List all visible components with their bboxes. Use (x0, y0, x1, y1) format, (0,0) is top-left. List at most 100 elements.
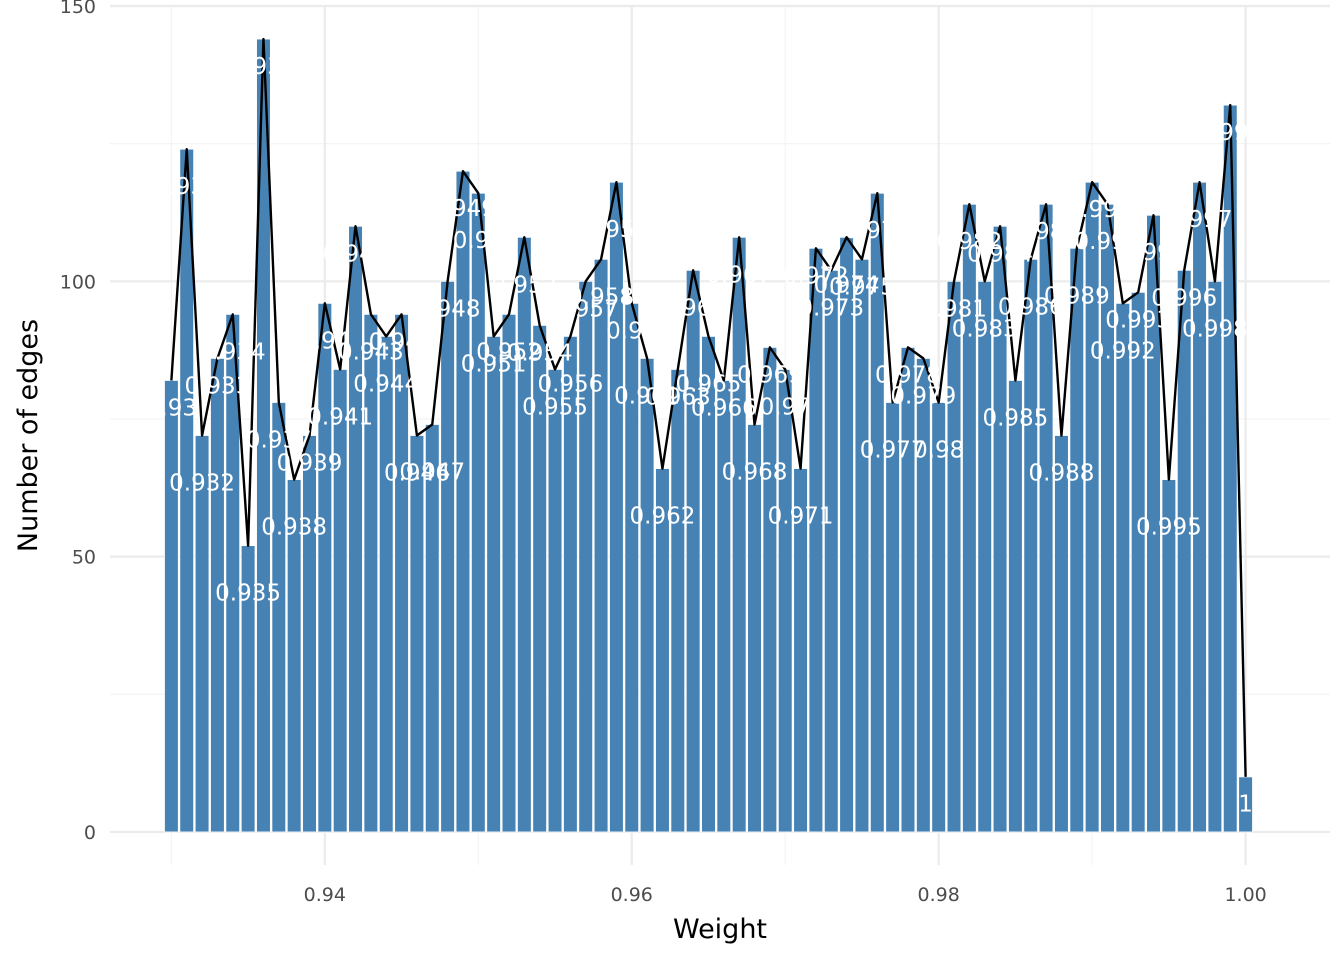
bar-value-label: 0.956 (537, 371, 603, 397)
bar-value-label: 0.982 (936, 229, 1002, 255)
bar (609, 181, 624, 833)
bar-value-label: 0.961 (614, 383, 680, 409)
bar-value-label: 0.978 (875, 362, 941, 388)
bars (164, 38, 1253, 833)
bar-value-label: 0.98 (913, 437, 964, 463)
bar-value-label: 0.954 (507, 340, 573, 366)
bar-value-label: 0.942 (323, 241, 389, 267)
bar (348, 225, 363, 833)
bar-value-label: 0.967 (706, 262, 772, 288)
bar (455, 170, 471, 833)
bar-value-label: 0.962 (630, 504, 696, 530)
y-tick-label: 100 (60, 271, 96, 293)
y-axis-title: Number of edges (13, 319, 44, 552)
y-tick-label: 0 (84, 822, 96, 844)
y-tick-label: 50 (72, 547, 96, 569)
bar (302, 435, 317, 833)
bar-value-label: 0.964 (660, 295, 726, 321)
bar-value-label: 0.953 (491, 272, 557, 298)
bar (685, 269, 701, 833)
bar-value-label: 0.992 (1090, 338, 1156, 364)
bar (839, 236, 854, 833)
bar-value-label: 0.983 (952, 316, 1018, 342)
bar (1192, 181, 1207, 833)
x-tick-label: 0.94 (304, 884, 346, 906)
bar-value-label: 0.957 (553, 296, 619, 322)
bar-value-label: 0.938 (261, 515, 327, 541)
bar-value-label: 0.932 (169, 471, 235, 497)
bar-value-label: 0.959 (583, 217, 649, 243)
bar (808, 247, 824, 833)
bar-value-label: 0.94 (299, 328, 350, 354)
bar (670, 369, 686, 833)
bar-value-label: 0.958 (568, 284, 634, 310)
bar-value-label: 0.981 (921, 296, 987, 322)
bar (409, 435, 425, 833)
x-tick-label: 0.98 (918, 884, 960, 906)
bar (378, 335, 394, 833)
bar (716, 380, 732, 833)
bar (639, 358, 655, 833)
bar-value-label: 0.939 (277, 451, 343, 477)
bar-value-label: 0.946 (384, 461, 450, 487)
bar-value-label: 0.985 (982, 405, 1048, 431)
bar-value-label: 0.999 (1197, 120, 1263, 146)
bar-value-label: 0.996 (1151, 285, 1217, 311)
bar-value-label: 0.935 (215, 581, 281, 607)
bar (501, 313, 517, 833)
bar-value-label: 0.933 (184, 373, 250, 399)
bar-value-label: 0.93 (146, 395, 197, 421)
x-axis-title: Weight (673, 914, 767, 945)
bar (317, 302, 333, 833)
bar-value-label: 0.998 (1182, 316, 1248, 342)
bar-value-label: 0.972 (783, 263, 849, 289)
bar-value-label: 0.977 (860, 437, 926, 463)
bar (1069, 247, 1085, 833)
bar-value-label: 0.941 (307, 404, 373, 430)
bar-value-label: 0.97 (760, 394, 811, 420)
bar-value-label: 0.943 (338, 339, 404, 365)
bar (1084, 181, 1100, 833)
bar (164, 380, 179, 833)
bar (593, 258, 609, 833)
bar (1115, 302, 1131, 833)
bar-value-label: 0.931 (154, 174, 220, 200)
bar (977, 280, 993, 833)
bar (578, 280, 594, 833)
bar (946, 280, 962, 833)
bar-value-label: 0.937 (246, 427, 312, 453)
bar-value-label: 0.991 (1075, 229, 1141, 255)
bar-value-label: 0.934 (200, 339, 266, 365)
bar-value-label: 0.984 (967, 241, 1033, 267)
bar-value-labels: 0.930.9310.9320.9330.9340.9350.9360.9370… (146, 54, 1263, 817)
bar-value-label: 0.969 (737, 362, 803, 388)
bar (1207, 280, 1223, 833)
bar-value-label: 0.968 (722, 459, 788, 485)
bar (1130, 291, 1146, 833)
bar (332, 369, 348, 833)
bar-value-label: 0.949 (430, 196, 496, 222)
y-tick-label: 150 (60, 0, 96, 18)
bar (747, 424, 762, 833)
bar-value-label: 0.96 (606, 318, 657, 344)
bar-value-label: 0.987 (1013, 219, 1079, 245)
bar-value-label: 0.95 (453, 228, 504, 254)
bar-value-label: 0.986 (998, 294, 1064, 320)
bar-value-label: 0.993 (1105, 307, 1171, 333)
bar (440, 280, 455, 833)
bar-value-label: 0.936 (231, 54, 297, 80)
bar-value-label: 0.965 (676, 371, 742, 397)
bar-value-label: 0.973 (798, 295, 864, 321)
bar-value-label: 0.975 (829, 274, 895, 300)
bar-value-label: 0.948 (415, 296, 481, 322)
bar-value-label: 0.995 (1136, 515, 1202, 541)
tick-labels: 0.94 0.96 0.98 1.00 0 50 100 150 (60, 0, 1267, 906)
bar (486, 335, 501, 833)
bar (1023, 258, 1039, 833)
bar-value-label: 0.976 (844, 218, 910, 244)
bar-value-label: 0.951 (461, 351, 527, 377)
bar-value-label: 0.989 (1044, 283, 1110, 309)
trend-line (170, 37, 1247, 777)
bar (823, 269, 839, 833)
